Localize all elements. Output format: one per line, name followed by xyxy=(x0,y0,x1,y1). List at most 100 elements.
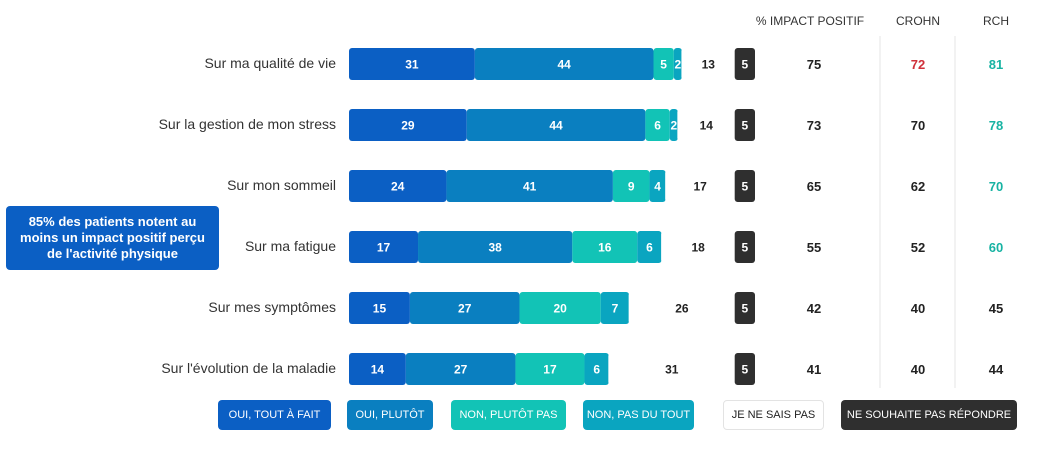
bar-value-label: 5 xyxy=(742,363,749,377)
value-impact: 42 xyxy=(807,301,821,316)
bar-segment xyxy=(681,47,736,81)
bar-segment xyxy=(637,231,662,263)
bar-segment xyxy=(466,109,646,141)
bar-segment xyxy=(600,292,630,324)
value-impact: 75 xyxy=(807,57,821,72)
bar-value-label: 14 xyxy=(700,119,714,133)
bar-value-label: 5 xyxy=(742,241,749,255)
category-label: Sur ma qualité de vie xyxy=(204,55,336,71)
bar-segment xyxy=(612,170,650,202)
bar-segment xyxy=(349,48,475,80)
bar-value-label: 29 xyxy=(401,119,415,133)
bar-value-label: 5 xyxy=(742,119,749,133)
column-header-rch: RCH xyxy=(983,14,1009,28)
legend-item: OUI, PLUTÔT xyxy=(347,400,433,430)
callout-text: 85% des patients notent au moins un impa… xyxy=(20,214,205,261)
value-rch: 44 xyxy=(989,362,1004,377)
bar-value-label: 2 xyxy=(675,58,682,72)
bar-segment xyxy=(673,48,682,80)
bar-value-label: 13 xyxy=(702,58,716,72)
bar-segment xyxy=(734,48,755,80)
bar-segment xyxy=(734,170,755,202)
bar-value-label: 44 xyxy=(549,119,563,133)
bar-value-label: 20 xyxy=(553,302,567,316)
bar-value-label: 16 xyxy=(598,241,612,255)
value-impact: 73 xyxy=(807,118,821,133)
bar-segment xyxy=(515,353,585,385)
bar-segment xyxy=(349,170,447,202)
bar-segment xyxy=(669,109,678,141)
bar-segment xyxy=(349,292,410,324)
column-header-impact: % IMPACT POSITIF xyxy=(756,14,864,28)
bar-value-label: 5 xyxy=(660,58,667,72)
bar-value-label: 5 xyxy=(742,302,749,316)
bar-segment xyxy=(653,48,674,80)
value-impact: 41 xyxy=(807,362,821,377)
value-rch: 78 xyxy=(989,118,1003,133)
value-impact: 55 xyxy=(807,240,821,255)
bar-value-label: 7 xyxy=(612,302,619,316)
category-label: Sur l'évolution de la maladie xyxy=(161,360,336,376)
bar-segment xyxy=(405,353,516,385)
bar-segment xyxy=(649,170,666,202)
value-crohn: 40 xyxy=(911,362,925,377)
category-label: Sur la gestion de mon stress xyxy=(159,116,336,132)
bar-value-label: 27 xyxy=(454,363,468,377)
legend-item: JE NE SAIS PAS xyxy=(723,400,824,430)
legend-item: NON, PAS DU TOUT xyxy=(583,400,694,430)
bar-value-label: 26 xyxy=(675,302,689,316)
bar-segment xyxy=(572,231,638,263)
bar-segment xyxy=(349,353,406,385)
value-rch: 81 xyxy=(989,57,1003,72)
value-crohn: 70 xyxy=(911,118,925,133)
bar-value-label: 18 xyxy=(691,241,705,255)
value-rch: 45 xyxy=(989,301,1003,316)
bar-value-label: 17 xyxy=(694,180,708,194)
bar-value-label: 6 xyxy=(646,241,653,255)
category-label: Sur ma fatigue xyxy=(245,238,336,254)
value-crohn: 62 xyxy=(911,179,925,194)
value-crohn: 72 xyxy=(911,57,925,72)
bar-value-label: 4 xyxy=(654,180,661,194)
bar-segment xyxy=(519,292,601,324)
bar-segment xyxy=(734,353,755,385)
bar-value-label: 41 xyxy=(523,180,537,194)
bar-value-label: 15 xyxy=(373,302,387,316)
bar-value-label: 38 xyxy=(488,241,502,255)
bar-value-label: 17 xyxy=(543,363,557,377)
bar-value-label: 14 xyxy=(371,363,385,377)
bar-value-label: 9 xyxy=(628,180,635,194)
value-rch: 70 xyxy=(989,179,1003,194)
bar-value-label: 5 xyxy=(742,180,749,194)
bar-segment xyxy=(418,231,573,263)
bar-segment xyxy=(734,231,755,263)
bar-value-label: 5 xyxy=(742,58,749,72)
bar-value-label: 6 xyxy=(654,119,661,133)
callout-box: 85% des patients notent au moins un impa… xyxy=(6,206,219,270)
value-impact: 65 xyxy=(807,179,821,194)
value-crohn: 40 xyxy=(911,301,925,316)
column-header-crohn: CROHN xyxy=(896,14,940,28)
legend-item: NON, PLUTÔT PAS xyxy=(451,400,566,430)
bar-value-label: 27 xyxy=(458,302,472,316)
bar-segment xyxy=(734,292,755,324)
value-crohn: 52 xyxy=(911,240,925,255)
legend-item: OUI, TOUT À FAIT xyxy=(218,400,331,430)
bar-value-label: 2 xyxy=(670,119,677,133)
bar-value-label: 24 xyxy=(391,180,405,194)
bar-segment xyxy=(645,109,670,141)
bar-segment xyxy=(409,292,520,324)
bar-value-label: 17 xyxy=(377,241,391,255)
bar-segment xyxy=(584,353,609,385)
bar-value-label: 31 xyxy=(405,58,419,72)
bar-value-label: 44 xyxy=(558,58,572,72)
bar-segment xyxy=(474,48,654,80)
bar-segment xyxy=(446,170,613,202)
bar-segment xyxy=(734,109,755,141)
value-rch: 60 xyxy=(989,240,1003,255)
bar-segment xyxy=(349,109,467,141)
legend-item: NE SOUHAITE PAS RÉPONDRE xyxy=(841,400,1017,430)
category-label: Sur mon sommeil xyxy=(227,177,336,193)
bar-value-label: 31 xyxy=(665,363,679,377)
